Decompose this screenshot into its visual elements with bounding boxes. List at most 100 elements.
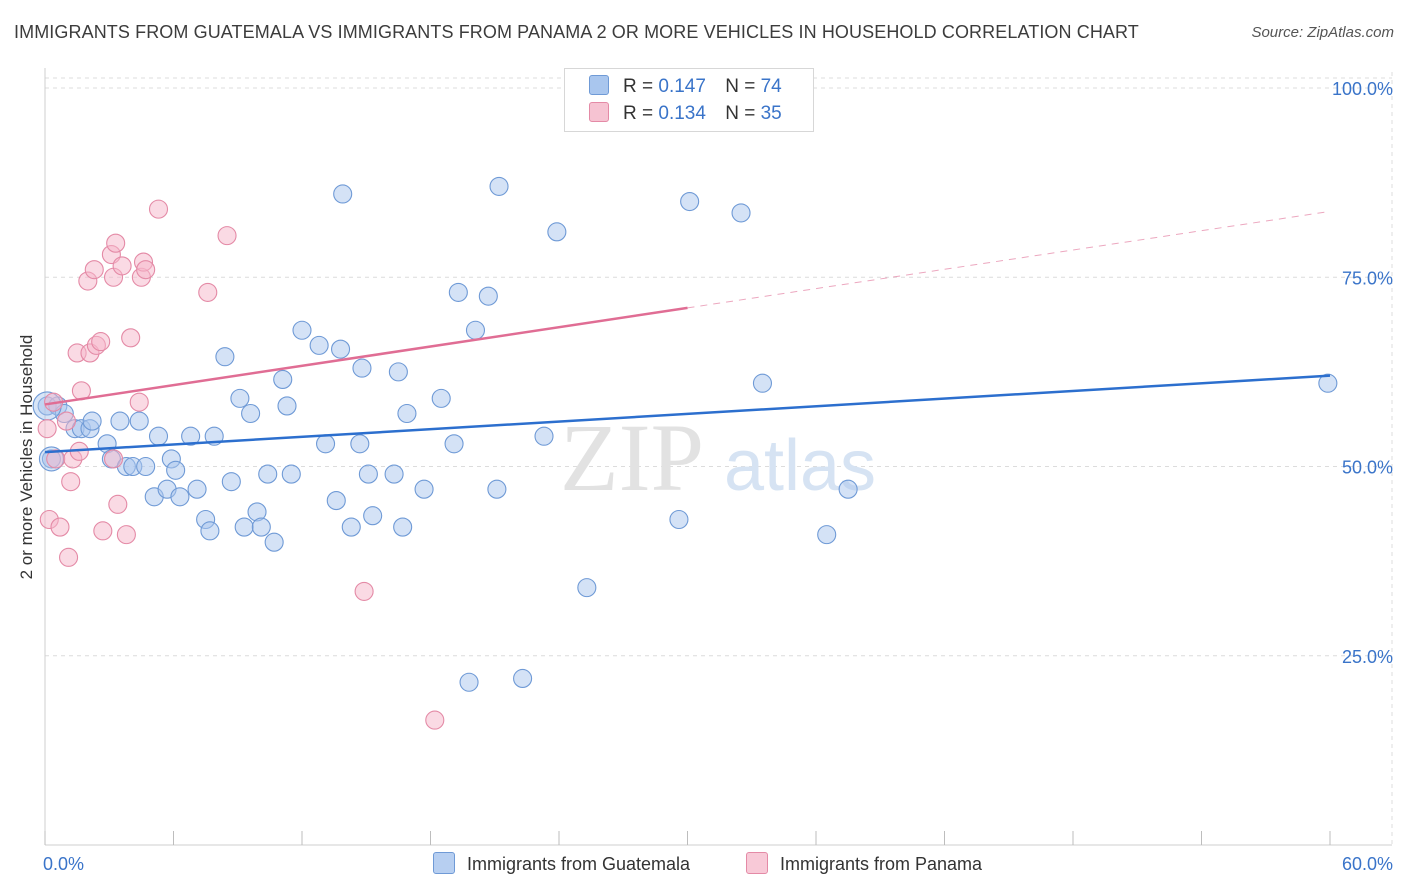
- data-point-guatemala: [333, 184, 353, 204]
- data-point-guatemala: [273, 369, 293, 389]
- data-point-guatemala: [330, 339, 351, 359]
- y-tick-label: 50.0%: [1342, 458, 1393, 478]
- data-point-guatemala: [547, 222, 567, 242]
- data-point-guatemala: [136, 456, 156, 477]
- legend-row-panama: R = 0.134 N = 35: [589, 102, 782, 128]
- legend-n-value-guatemala: 74: [760, 76, 782, 97]
- data-point-guatemala: [397, 403, 417, 424]
- data-point-guatemala: [129, 411, 149, 431]
- bottom-legend-panama: Immigrants from Panama: [746, 852, 982, 876]
- data-point-guatemala: [534, 426, 554, 446]
- data-point-guatemala: [459, 672, 479, 692]
- data-point-guatemala: [258, 464, 278, 484]
- data-point-panama: [59, 547, 79, 567]
- data-point-guatemala: [731, 203, 751, 223]
- data-point-guatemala: [251, 517, 271, 537]
- chart-title: IMMIGRANTS FROM GUATEMALA VS IMMIGRANTS …: [14, 22, 1139, 42]
- data-point-guatemala: [478, 286, 498, 306]
- data-point-panama: [121, 328, 141, 348]
- y-tick-label: 25.0%: [1342, 647, 1393, 667]
- data-point-guatemala: [221, 472, 241, 492]
- data-point-guatemala: [230, 388, 250, 408]
- grid-lines: [45, 72, 1393, 845]
- data-point-guatemala: [110, 411, 130, 431]
- legend-r-label: R =: [623, 76, 654, 97]
- data-point-panama: [93, 521, 113, 541]
- data-point-guatemala: [309, 335, 329, 355]
- bottom-legend-swatch-guatemala: [433, 852, 455, 874]
- data-point-guatemala: [326, 491, 346, 511]
- legend-r-label: R =: [623, 103, 654, 124]
- data-point-panama: [56, 411, 76, 431]
- data-point-guatemala: [817, 525, 837, 545]
- data-point-guatemala: [82, 411, 102, 431]
- data-point-panama: [148, 199, 169, 219]
- source-label: Source: ZipAtlas.com: [1251, 24, 1394, 41]
- trend-lines: [44, 210, 1331, 454]
- legend-r-value-guatemala: 0.147: [658, 76, 706, 97]
- data-point-guatemala: [1318, 373, 1338, 393]
- legend-swatch-guatemala: [589, 75, 609, 95]
- watermark: ZIP atlas: [560, 404, 876, 511]
- data-point-guatemala: [215, 347, 235, 367]
- legend-n-label: N =: [725, 76, 756, 97]
- data-point-guatemala: [181, 426, 201, 446]
- data-point-panama: [61, 472, 81, 492]
- y-axis-label: 2 or more Vehicles in Household: [17, 334, 36, 580]
- legend: R = 0.147 N = 74 R = 0.134 N = 35: [564, 68, 814, 132]
- data-point-guatemala: [281, 464, 301, 484]
- data-point-guatemala: [200, 521, 220, 541]
- data-point-panama: [116, 525, 136, 545]
- data-point-guatemala: [148, 426, 169, 446]
- data-point-guatemala: [513, 668, 533, 689]
- data-point-panama: [129, 392, 149, 412]
- bottom-legend-label-panama: Immigrants from Panama: [780, 854, 983, 874]
- axes: [44, 68, 1392, 846]
- data-point-guatemala: [166, 460, 186, 480]
- data-point-guatemala: [241, 403, 261, 424]
- data-point-panama: [112, 256, 132, 276]
- y-tick-label: 100.0%: [1332, 79, 1393, 99]
- data-point-guatemala: [577, 578, 597, 598]
- data-point-panama: [136, 260, 156, 280]
- data-point-guatemala: [838, 479, 858, 499]
- tick-labels: 25.0% 50.0% 75.0% 100.0% 0.0% 60.0%: [43, 79, 1393, 874]
- legend-n-value-panama: 35: [760, 103, 782, 124]
- data-point-guatemala: [388, 362, 408, 382]
- legend-swatch-panama: [589, 102, 609, 122]
- data-point-panama: [217, 226, 237, 246]
- watermark-zip: ZIP: [560, 404, 704, 511]
- data-point-guatemala: [448, 282, 468, 302]
- data-point-panama: [37, 419, 57, 439]
- data-point-panama: [91, 332, 111, 352]
- data-point-guatemala: [187, 479, 207, 499]
- data-point-guatemala: [264, 532, 284, 552]
- x-tick-label-min: 0.0%: [43, 854, 84, 874]
- trend-line-guatemala: [44, 374, 1331, 454]
- y-tick-label: 75.0%: [1342, 268, 1393, 288]
- data-point-guatemala: [465, 320, 486, 340]
- trend-line-panama-projection: [687, 210, 1331, 309]
- data-point-guatemala: [752, 373, 773, 393]
- data-point-panama: [108, 494, 128, 514]
- data-point-guatemala: [350, 434, 370, 454]
- data-point-guatemala: [669, 509, 689, 530]
- data-point-panama: [198, 282, 218, 302]
- data-point-guatemala: [393, 517, 413, 537]
- data-point-guatemala: [234, 517, 254, 537]
- trend-line-panama: [44, 306, 688, 406]
- data-point-guatemala: [341, 517, 361, 537]
- data-point-panama: [84, 260, 104, 280]
- data-point-panama: [425, 710, 445, 730]
- legend-r-value-panama: 0.134: [658, 103, 706, 124]
- bottom-legend-label-guatemala: Immigrants from Guatemala: [467, 854, 691, 874]
- legend-n-label: N =: [725, 103, 756, 124]
- data-point-guatemala: [292, 320, 312, 340]
- data-point-guatemala: [444, 434, 464, 454]
- data-point-guatemala: [352, 358, 372, 378]
- bottom-legend-swatch-panama: [746, 852, 768, 874]
- data-point-guatemala: [431, 388, 451, 408]
- data-point-panama: [50, 517, 70, 537]
- legend-row-guatemala: R = 0.147 N = 74: [589, 75, 782, 101]
